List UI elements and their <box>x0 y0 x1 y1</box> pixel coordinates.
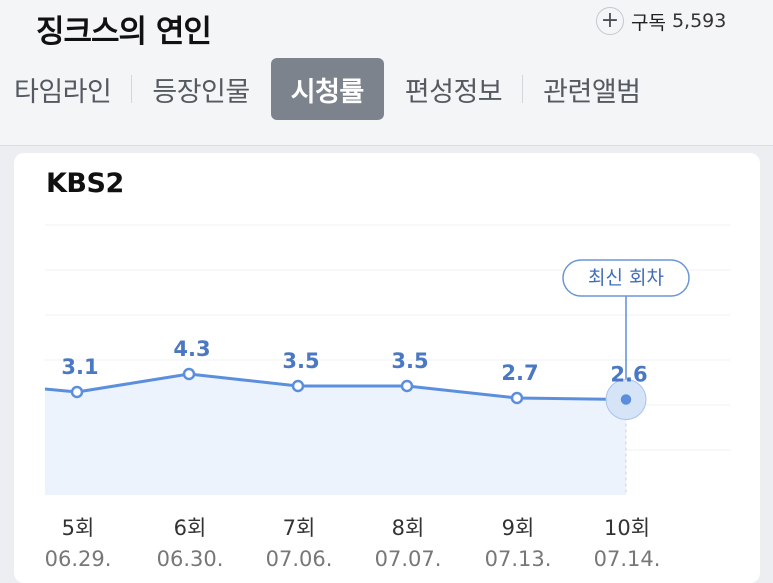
tab-ratings[interactable]: 시청률 <box>270 58 384 120</box>
tab-cast[interactable]: 등장인물 <box>152 76 250 108</box>
x-tick-date: 06.30. <box>157 547 224 571</box>
x-tick-date: 06.29. <box>45 547 112 571</box>
data-point <box>400 379 414 393</box>
header: 징크스의 연인 + 구독 5,593 타임라인 등장인물 시청률 편성정보 관련… <box>0 0 773 146</box>
x-tick-episode: 10회 <box>604 516 650 540</box>
channel-name: KBS2 <box>46 168 124 199</box>
data-label: 2.6 <box>610 363 647 387</box>
tab-albums[interactable]: 관련앨범 <box>543 76 641 108</box>
x-tick-date: 07.14. <box>594 547 661 571</box>
ratings-chart: 최신 회차 3.1 4.3 3.5 3.5 2.7 2.6 5회 06.29. 6회 06.30. 7… <box>45 224 730 571</box>
ratings-card: KBS2 최신 회차 3.1 4.3 3.5 3.5 2.7 2.6 5회 06.29. 6회 06… <box>14 153 760 583</box>
plus-icon: + <box>596 7 624 35</box>
data-label: 4.3 <box>173 337 210 361</box>
x-tick-episode: 8회 <box>392 516 425 540</box>
data-point <box>182 367 196 381</box>
data-point <box>510 391 524 405</box>
x-tick-date: 07.13. <box>485 547 552 571</box>
subscribe-label: 구독 <box>631 11 666 34</box>
tab-timeline[interactable]: 타임라인 <box>14 76 112 108</box>
tab-divider <box>131 75 133 103</box>
data-point <box>70 385 84 399</box>
x-tick-date: 07.06. <box>266 547 333 571</box>
subscriber-count: 5,593 <box>671 10 727 32</box>
area-fill <box>45 374 626 495</box>
data-label: 3.5 <box>282 349 319 373</box>
x-tick-date: 07.07. <box>375 547 442 571</box>
data-point <box>620 394 632 405</box>
page-title: 징크스의 연인 <box>36 14 212 50</box>
latest-badge-label: 최신 회차 <box>588 267 664 289</box>
tab-schedule[interactable]: 편성정보 <box>404 76 503 108</box>
x-tick-episode: 6회 <box>174 516 207 540</box>
tab-divider <box>522 75 524 103</box>
data-label: 2.7 <box>501 361 538 385</box>
tab-bar: 타임라인 등장인물 시청률 편성정보 관련앨범 <box>0 58 773 120</box>
data-label: 3.1 <box>61 355 98 379</box>
data-label: 3.5 <box>391 349 428 373</box>
x-tick-episode: 9회 <box>502 516 535 540</box>
subscribe-button[interactable]: + 구독 5,593 <box>596 6 726 36</box>
x-tick-episode: 7회 <box>283 516 316 540</box>
data-point <box>291 379 305 393</box>
x-tick-episode: 5회 <box>62 516 95 540</box>
latest-badge <box>562 259 690 297</box>
